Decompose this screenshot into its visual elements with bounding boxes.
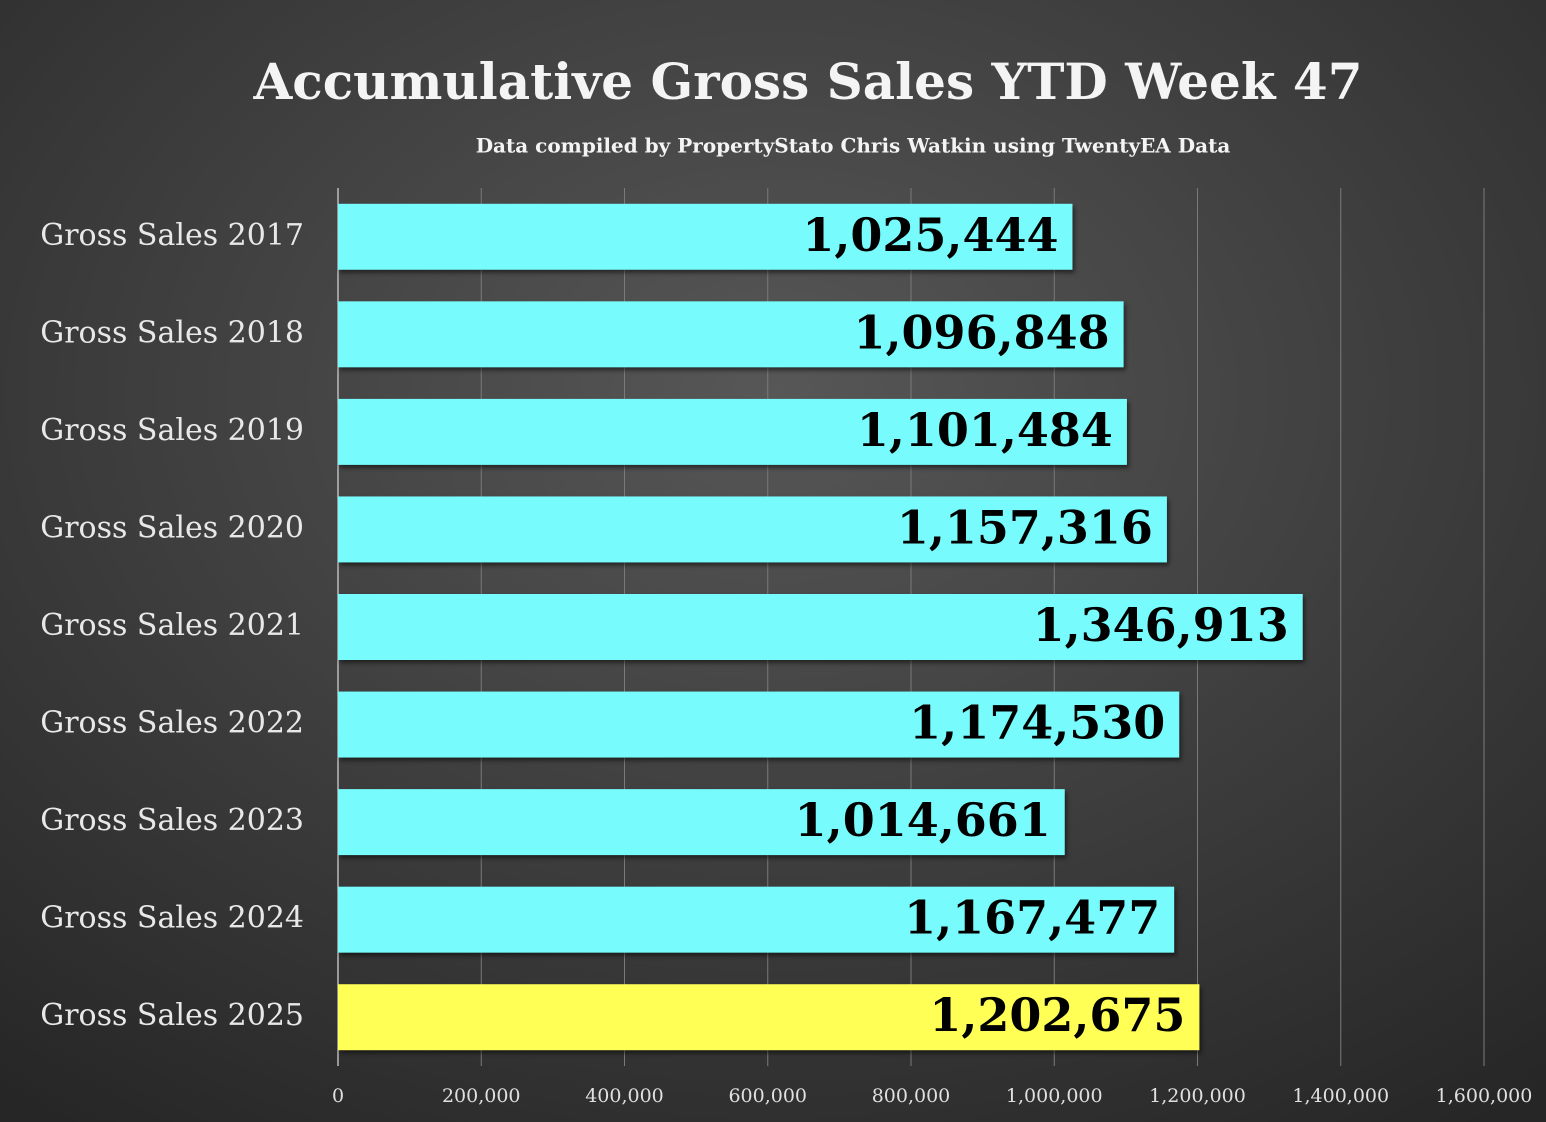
value-label: 1,014,661: [795, 793, 1051, 847]
y-tick-label: Gross Sales 2018: [40, 315, 304, 350]
x-tick-label: 1,400,000: [1292, 1085, 1389, 1107]
value-label: 1,202,675: [929, 988, 1185, 1042]
value-label: 1,346,913: [1033, 598, 1289, 652]
y-tick-label: Gross Sales 2020: [40, 510, 304, 545]
x-tick-label: 1,600,000: [1436, 1085, 1533, 1107]
x-tick-label: 1,000,000: [1006, 1085, 1103, 1107]
y-tick-label: Gross Sales 2017: [40, 218, 304, 253]
bar: [338, 691, 1180, 758]
y-tick-label: Gross Sales 2022: [40, 706, 304, 741]
bar: [338, 789, 1065, 856]
x-tick-label: 600,000: [728, 1085, 807, 1107]
y-tick-label: Gross Sales 2025: [40, 998, 304, 1033]
bar: [338, 984, 1200, 1051]
value-label: 1,101,484: [857, 403, 1113, 457]
y-tick-label: Gross Sales 2024: [40, 901, 304, 936]
x-tick-label: 200,000: [442, 1085, 521, 1107]
bar: [338, 496, 1167, 563]
value-label: 1,096,848: [854, 305, 1110, 359]
y-tick-label: Gross Sales 2019: [40, 413, 304, 448]
value-label: 1,157,316: [897, 500, 1153, 554]
x-tick-label: 800,000: [872, 1085, 951, 1107]
x-tick-label: 0: [332, 1085, 344, 1107]
value-label: 1,167,477: [904, 891, 1160, 945]
bar: [338, 398, 1127, 465]
bar: [338, 203, 1073, 270]
x-tick-label: 400,000: [585, 1085, 664, 1107]
x-tick-label: 1,200,000: [1149, 1085, 1246, 1107]
chart-subtitle: Data compiled by PropertyStato Chris Wat…: [476, 134, 1231, 158]
bar: [338, 594, 1303, 660]
bar: [338, 886, 1175, 953]
value-label: 1,025,444: [802, 208, 1058, 262]
chart-title: Accumulative Gross Sales YTD Week 47: [252, 52, 1362, 111]
bar: [338, 301, 1124, 368]
y-tick-label: Gross Sales 2021: [40, 608, 304, 643]
y-tick-label: Gross Sales 2023: [40, 803, 304, 838]
value-label: 1,174,530: [909, 696, 1165, 750]
